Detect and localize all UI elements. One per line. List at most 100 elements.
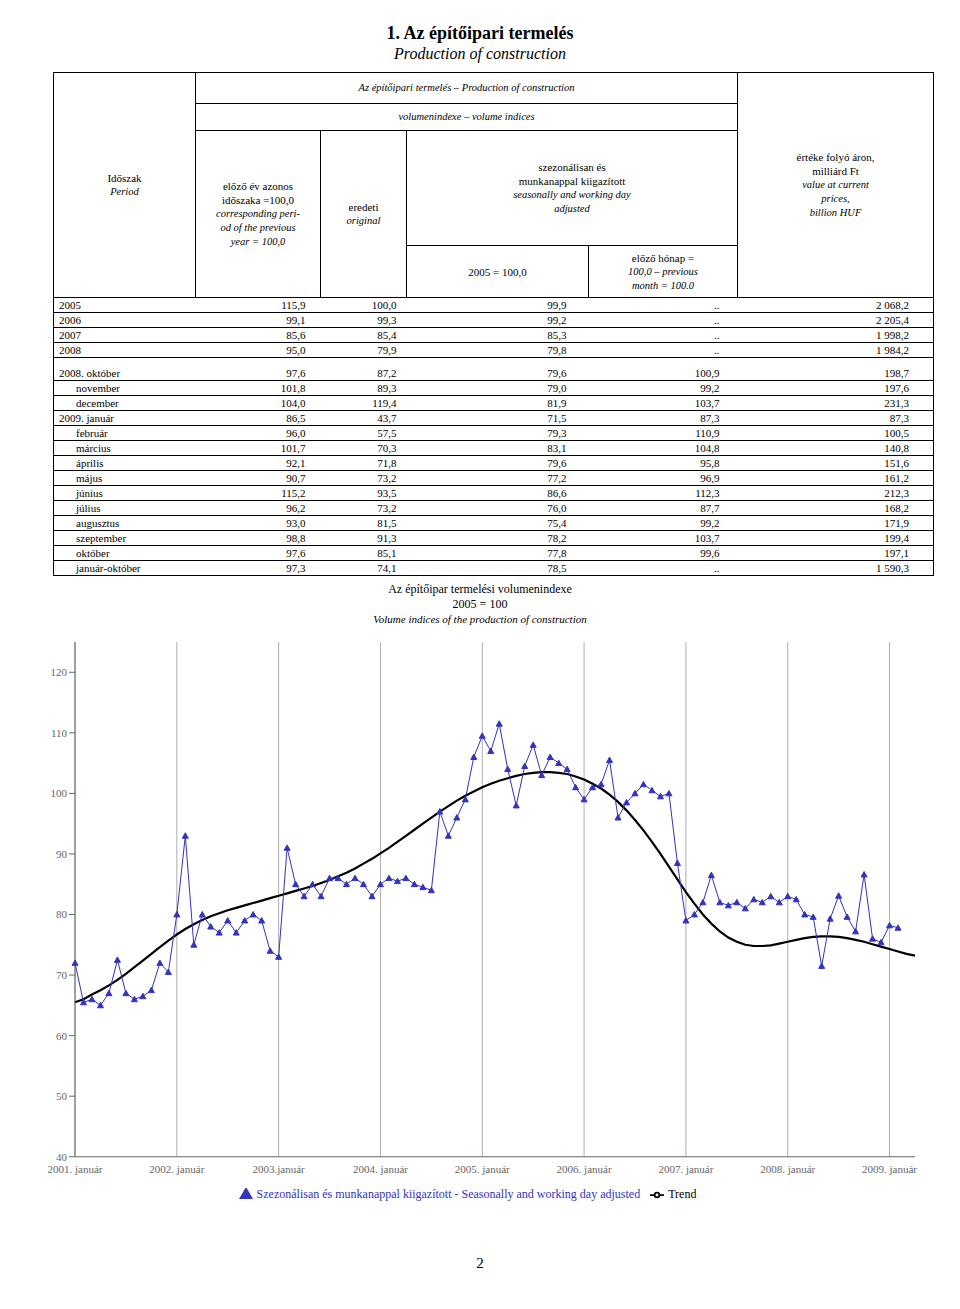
html-text:89,3: 89,3: [377, 382, 397, 394]
html-text:96,0: 96,0: [286, 427, 306, 439]
html-text:81,9: 81,9: [547, 397, 567, 409]
html-text:előző év azonos: előző év azonos: [222, 180, 294, 192]
svg-text:2006. január: 2006. január: [557, 1163, 612, 1175]
html-text:198,7: 198,7: [884, 366, 909, 379]
html-text:99,2: 99,2: [700, 382, 720, 394]
html-text:időszaka =100,0: időszaka =100,0: [221, 194, 295, 206]
html-text:Trend: Trend: [668, 1186, 697, 1201]
html-text:85,6: 85,6: [286, 329, 306, 341]
html-text:november: november: [76, 382, 120, 394]
html-text:103,7: 103,7: [694, 397, 720, 409]
html-text:86,5: 86,5: [286, 412, 306, 424]
html-text:79,6: 79,6: [547, 366, 567, 379]
html-text:1 998,2: 1 998,2: [876, 329, 909, 341]
html-text:70,3: 70,3: [377, 442, 397, 454]
html-text:83,1: 83,1: [547, 442, 567, 454]
html-text:87,3: 87,3: [889, 412, 909, 424]
svg-text:2007. január: 2007. január: [658, 1163, 713, 1175]
html-text:month = 100.0: month = 100.0: [631, 279, 695, 291]
svg-text:100: 100: [51, 787, 68, 799]
html-text:2 205,4: 2 205,4: [876, 314, 909, 326]
html-text:2005: 2005: [59, 299, 81, 311]
html-text:97,6: 97,6: [286, 366, 306, 379]
html-text:munkanappal kiigazított: munkanappal kiigazított: [518, 175, 626, 187]
html-text:december: december: [76, 397, 119, 409]
html-text:Szezonálisan és munkanappal ki: Szezonálisan és munkanappal kiigazított …: [256, 1186, 641, 1201]
html-text:100,0: 100,0: [371, 299, 397, 311]
html-text:100,0 – previous: 100,0 – previous: [628, 265, 698, 277]
html-text:május: május: [76, 472, 103, 484]
html-text:71,8: 71,8: [377, 457, 397, 469]
html-text:110,9: 110,9: [695, 427, 720, 439]
html-text:140,8: 140,8: [884, 442, 909, 454]
html-text:előző hónap =: előző hónap =: [631, 251, 695, 264]
html-text:95,8: 95,8: [700, 457, 720, 469]
html-text:eredeti: eredeti: [348, 201, 379, 213]
html-text:2005 = 100,0: 2005 = 100,0: [468, 265, 527, 278]
html-text:2008. október: 2008. október: [59, 366, 121, 379]
svg-text:2008. január: 2008. január: [760, 1163, 815, 1175]
svg-text:2005. január: 2005. január: [455, 1163, 510, 1175]
html-text:71,5: 71,5: [547, 412, 567, 424]
html-text:104,0: 104,0: [280, 397, 306, 409]
svg-text:2009. január: 2009. január: [862, 1163, 917, 1175]
html-text:Az építőipar termelési volumen: Az építőipar termelési volumenindexe: [388, 582, 572, 596]
html-text:79,8: 79,8: [547, 344, 567, 356]
html-text:értéke folyó áron,: értéke folyó áron,: [796, 151, 875, 163]
html-text:2006: 2006: [59, 314, 81, 326]
html-text:99,3: 99,3: [377, 314, 397, 326]
html-text:101,7: 101,7: [280, 442, 306, 454]
html-text:119,4: 119,4: [372, 397, 397, 409]
html-text:99,1: 99,1: [286, 314, 306, 326]
html-text:2 068,2: 2 068,2: [876, 299, 909, 311]
svg-text:110: 110: [51, 727, 68, 739]
html-text:Időszak: Időszak: [107, 172, 142, 184]
svg-text:2004. január: 2004. január: [353, 1163, 408, 1175]
html-text:milliárd Ft: milliárd Ft: [812, 165, 859, 177]
svg-text:2003.január: 2003.január: [253, 1163, 306, 1175]
html-text:95,0: 95,0: [286, 344, 306, 356]
html-text:79,0: 79,0: [547, 382, 567, 394]
html-text:Production of construction: Production of construction: [394, 45, 566, 62]
html-text:szezonálisan és: szezonálisan és: [538, 161, 606, 173]
html-text:79,3: 79,3: [547, 427, 567, 439]
html-text:104,8: 104,8: [694, 442, 720, 454]
html-text:február: február: [76, 427, 108, 439]
html-text:90,7: 90,7: [286, 472, 306, 484]
html-text:99,2: 99,2: [547, 314, 567, 326]
html-text:57,5: 57,5: [377, 427, 397, 439]
html-text:2005 = 100: 2005 = 100: [452, 597, 508, 611]
html-text:április: április: [76, 457, 104, 469]
html-text:március: március: [76, 442, 111, 454]
svg-text:2001. január: 2001. január: [48, 1163, 103, 1175]
html-text:231,3: 231,3: [884, 397, 909, 409]
html-text:1. Az építőipari termelés: 1. Az építőipari termelés: [386, 23, 574, 43]
svg-text:60: 60: [56, 1030, 68, 1042]
html-text:151,6: 151,6: [884, 457, 909, 469]
html-text:100,5: 100,5: [884, 427, 909, 439]
html-text:87,2: 87,2: [377, 366, 397, 379]
html-text:115,9: 115,9: [281, 299, 306, 311]
svg-text:50: 50: [56, 1090, 68, 1102]
html-text:87,3: 87,3: [700, 412, 720, 424]
html-text:79,6: 79,6: [547, 457, 567, 469]
html-text:197,6: 197,6: [884, 382, 909, 394]
html-text:100,9: 100,9: [694, 366, 720, 379]
svg-text:40: 40: [56, 1151, 68, 1163]
html-text:1 984,2: 1 984,2: [876, 344, 909, 356]
html-text:43,7: 43,7: [377, 412, 397, 424]
svg-text:80: 80: [56, 908, 68, 920]
html-text:92,1: 92,1: [286, 457, 306, 469]
svg-text:90: 90: [56, 848, 68, 860]
svg-text:70: 70: [56, 969, 68, 981]
html-text:2008: 2008: [59, 344, 81, 356]
html-text:2007: 2007: [59, 329, 81, 341]
html-text:2009. január: 2009. január: [59, 412, 114, 424]
svg-text:120: 120: [51, 666, 68, 678]
html-text:101,8: 101,8: [280, 382, 306, 394]
html-text:85,4: 85,4: [377, 329, 397, 341]
html-text:85,3: 85,3: [547, 329, 567, 341]
html-text:79,9: 79,9: [377, 344, 397, 356]
svg-text:2002. január: 2002. január: [149, 1163, 204, 1175]
html-text:99,9: 99,9: [547, 299, 567, 311]
